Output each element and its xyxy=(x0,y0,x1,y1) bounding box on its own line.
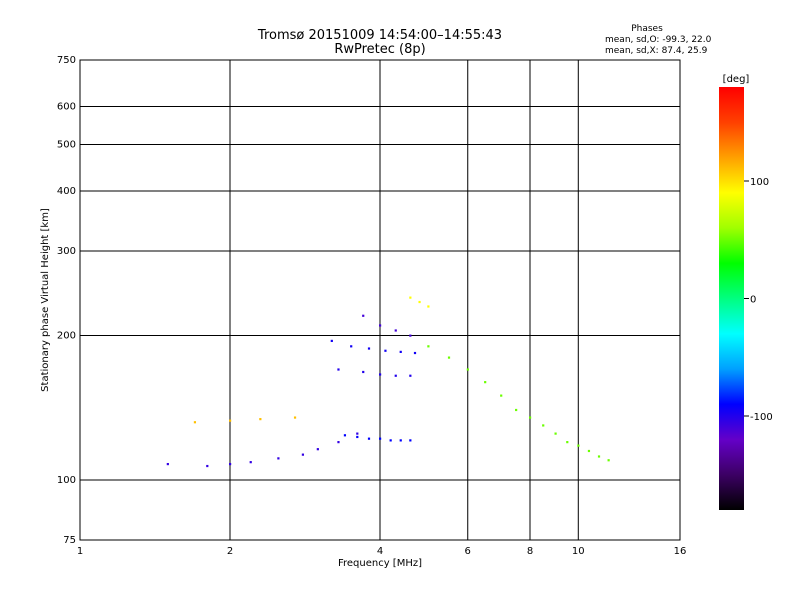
grid-lines xyxy=(79,59,681,541)
data-point-o_trace_high2 xyxy=(362,370,365,374)
x-tick-label: 6 xyxy=(465,546,471,557)
x-tick-label: 4 xyxy=(377,546,383,557)
data-point-o_trace_low xyxy=(229,462,232,466)
data-point-o_trace_high2 xyxy=(394,374,397,377)
data-point-mixed_cloud xyxy=(427,345,430,348)
data-point-o_trace_top xyxy=(362,314,365,317)
y-tick-label: 75 xyxy=(63,535,76,546)
data-point-o_trace_low xyxy=(356,432,359,435)
stats-heading: Phases xyxy=(631,24,663,34)
data-point-o_trace_high1 xyxy=(384,349,387,352)
data-point-o_trace_mid xyxy=(367,437,371,440)
data-point-x_trace_low xyxy=(259,418,262,421)
stats-x-line: mean, sd,X: 87.4, 25.9 xyxy=(605,46,708,56)
colorbar xyxy=(719,87,744,510)
data-point-mixed_cloud xyxy=(597,455,601,458)
data-point-o_trace_top xyxy=(379,324,382,327)
data-point-mixed_cloud xyxy=(447,356,451,359)
data-point-mixed_cloud xyxy=(566,441,569,444)
data-point-mixed_cloud xyxy=(554,432,557,435)
data-point-o_trace_mid xyxy=(343,434,347,437)
data-point-o_trace_low xyxy=(316,448,319,451)
x-tick-label: 2 xyxy=(227,546,233,557)
x-tick-label: 8 xyxy=(527,546,533,557)
chart-subtitle: RwPretec (8p) xyxy=(334,42,425,57)
data-point-o_trace_low xyxy=(206,464,209,468)
data-point-mixed_cloud xyxy=(607,459,610,462)
data-point-o_trace_high2 xyxy=(409,374,412,377)
data-point-mixed_cloud xyxy=(577,444,580,447)
data-point-mixed_cloud xyxy=(587,449,591,453)
x-tick-label: 10 xyxy=(572,546,585,557)
data-point-x_trace_low xyxy=(229,419,232,422)
colorbar-tick-label: -100 xyxy=(750,412,773,423)
data-point-o_trace_mid xyxy=(399,439,402,442)
colorbar-ticks: 100 0 -100 xyxy=(744,177,773,423)
data-points xyxy=(166,296,610,468)
data-point-o_trace_high1 xyxy=(399,350,402,353)
data-point-o_trace_mid xyxy=(389,439,392,442)
data-point-o_trace_high2 xyxy=(337,368,340,371)
x-axis-ticks: 1 2 4 6 8 10 16 xyxy=(77,546,687,557)
y-tick-label: 100 xyxy=(57,475,76,486)
chart-title: Tromsø 20151009 14:54:00–14:55:43 xyxy=(257,28,502,43)
y-tick-label: 300 xyxy=(57,246,76,257)
data-point-o_trace_low xyxy=(249,461,252,464)
data-point-o_trace_low xyxy=(301,453,305,456)
colorbar-tick-label: 0 xyxy=(750,295,756,306)
data-point-x_trace_high xyxy=(409,296,412,299)
y-tick-label: 500 xyxy=(57,140,76,151)
x-tick-label: 1 xyxy=(77,546,83,557)
data-point-o_trace_low xyxy=(277,457,280,460)
data-point-o_trace_mid xyxy=(379,437,382,440)
data-point-o_trace_high1 xyxy=(350,345,353,348)
data-point-o_trace_high2 xyxy=(379,373,382,376)
data-point-mixed_cloud xyxy=(529,416,532,419)
data-point-x_trace_high xyxy=(418,300,421,304)
x-tick-label: 16 xyxy=(674,546,687,557)
data-point-mixed_cloud xyxy=(484,381,487,384)
y-axis-ticks: 75 100 200 300 400 500 600 750 xyxy=(57,55,76,546)
data-point-mixed_cloud xyxy=(466,368,469,371)
y-tick-label: 400 xyxy=(57,186,76,197)
data-point-o_trace_high1 xyxy=(330,339,333,343)
data-point-o_trace_low xyxy=(166,462,169,466)
y-tick-label: 200 xyxy=(57,331,76,342)
colorbar-tick-label: 100 xyxy=(750,177,769,188)
data-point-o_trace_mid xyxy=(356,435,359,439)
data-point-o_trace_high1 xyxy=(413,351,417,355)
data-point-o_trace_mid xyxy=(409,439,412,442)
y-tick-label: 600 xyxy=(57,102,76,113)
data-point-o_trace_high1 xyxy=(367,347,371,350)
data-point-mixed_cloud xyxy=(542,424,545,427)
colorbar-label: [deg] xyxy=(723,74,750,85)
data-point-x_trace_high xyxy=(427,305,430,308)
y-tick-label: 750 xyxy=(57,55,76,66)
stats-o-line: mean, sd,O: -99.3, 22.0 xyxy=(605,35,712,45)
data-point-x_trace_low xyxy=(193,421,197,424)
data-point-o_trace_top xyxy=(409,334,412,337)
data-point-mixed_cloud xyxy=(500,394,503,397)
data-point-mixed_cloud xyxy=(515,408,518,412)
data-point-o_trace_top xyxy=(394,329,397,332)
y-axis-label: Stationary phase Virtual Height [km] xyxy=(40,208,51,392)
x-axis-label: Frequency [MHz] xyxy=(338,558,422,569)
plot-frame xyxy=(79,59,681,541)
data-point-x_trace_low xyxy=(293,416,297,419)
data-point-o_trace_low xyxy=(337,441,340,444)
